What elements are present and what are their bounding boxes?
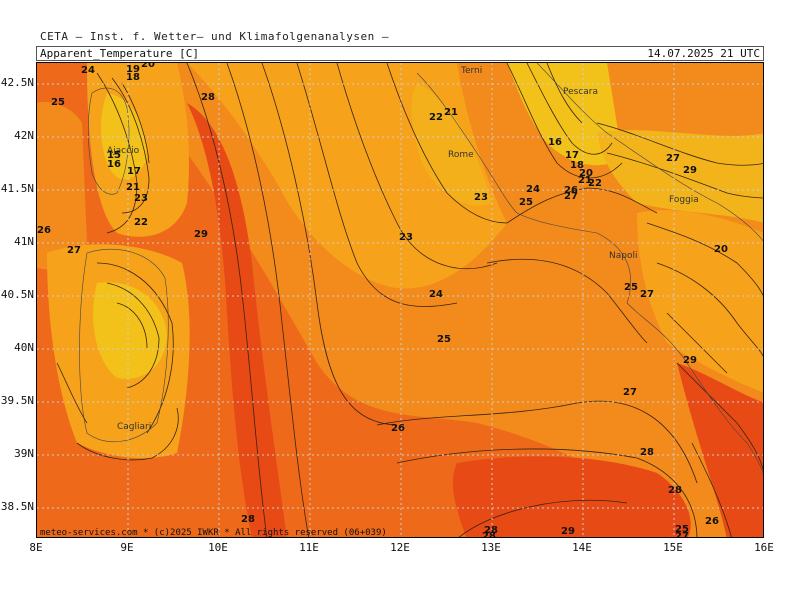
contour-label: 26 bbox=[37, 225, 51, 236]
contour-label: 28 bbox=[241, 514, 255, 525]
source-title: CETA — Inst. f. Wetter— und Klimafolgena… bbox=[40, 30, 390, 43]
contour-label: 23 bbox=[134, 193, 148, 204]
contour-label: 29 bbox=[194, 229, 208, 240]
lon-label: 12E bbox=[390, 541, 410, 554]
contour-label: 27 bbox=[675, 531, 689, 538]
sardinia-peak-field bbox=[93, 282, 167, 379]
lat-label: 42N bbox=[14, 129, 34, 142]
city-napoli: Napoli bbox=[609, 251, 637, 261]
lon-label: 9E bbox=[120, 541, 134, 554]
contour-label: 16 bbox=[107, 159, 121, 170]
ionian-field bbox=[677, 363, 763, 537]
contour-label: 24 bbox=[526, 184, 540, 195]
contour-label: 29 bbox=[561, 526, 575, 537]
copyright-credit: meteo-services.com * (c)2025 IWKR * All … bbox=[40, 528, 387, 538]
contour-label: 28 bbox=[482, 531, 496, 538]
contour-label: 24 bbox=[429, 289, 443, 300]
contour-label: 26 bbox=[705, 516, 719, 527]
contour-label: 28 bbox=[640, 447, 654, 458]
contour-label: 25 bbox=[519, 197, 533, 208]
contour-label: 25 bbox=[437, 334, 451, 345]
city-labels: Terni Pescara Rome Ajaccio Foggia Napoli… bbox=[107, 66, 699, 432]
contour-label: 15 bbox=[107, 150, 121, 161]
contour-label: 25 bbox=[51, 97, 65, 108]
contour-label: 17 bbox=[565, 150, 579, 161]
contour-label: 21 bbox=[444, 107, 458, 118]
lon-label: 13E bbox=[481, 541, 501, 554]
contour-label: 21 bbox=[578, 175, 592, 186]
contour-label: 21 bbox=[126, 182, 140, 193]
contour-value-labels: 24 19 18 20 25 28 15 16 17 21 23 22 26 2… bbox=[37, 63, 728, 538]
map-canvas: Terni Pescara Rome Ajaccio Foggia Napoli… bbox=[37, 63, 763, 538]
lon-label: 15E bbox=[663, 541, 683, 554]
apulia-field bbox=[637, 210, 763, 393]
tyrrhenian-west-field bbox=[187, 103, 287, 537]
lat-label: 41.5N bbox=[0, 182, 34, 195]
lat-label: 39N bbox=[14, 447, 34, 460]
lat-label: 40N bbox=[14, 341, 34, 354]
lat-label: 40.5N bbox=[0, 288, 34, 301]
lat-label: 41N bbox=[14, 235, 34, 248]
lon-label: 8E bbox=[29, 541, 43, 554]
lon-label: 11E bbox=[299, 541, 319, 554]
contour-label: 28 bbox=[201, 92, 215, 103]
city-rome: Rome bbox=[448, 150, 474, 160]
contour-label: 27 bbox=[67, 245, 81, 256]
adriatic-coast-field bbox=[597, 130, 763, 223]
contour-label: 29 bbox=[683, 355, 697, 366]
contour-label: 27 bbox=[666, 153, 680, 164]
apennine-high-field bbox=[507, 63, 622, 166]
city-foggia: Foggia bbox=[669, 195, 699, 205]
contour-lines bbox=[56, 63, 763, 537]
contour-label: 28 bbox=[668, 485, 682, 496]
graticule bbox=[37, 63, 763, 537]
south-tyrrhenian-field bbox=[452, 456, 691, 537]
contour-label: 23 bbox=[474, 192, 488, 203]
contour-label: 22 bbox=[429, 112, 443, 123]
contour-label: 26 bbox=[564, 185, 578, 196]
contour-label: 17 bbox=[127, 166, 141, 177]
contour-label: 20 bbox=[714, 244, 728, 255]
weather-map: Terni Pescara Rome Ajaccio Foggia Napoli… bbox=[36, 62, 764, 538]
contour-label: 18 bbox=[126, 72, 140, 83]
contour-label: 20 bbox=[579, 168, 593, 179]
city-terni: Terni bbox=[460, 66, 482, 76]
parameter-name: Apparent_Temperature [C] bbox=[40, 47, 199, 60]
city-cagliari: Cagliari bbox=[117, 422, 151, 432]
valid-time: 14.07.2025 21 UTC bbox=[647, 47, 760, 60]
contour-label: 16 bbox=[548, 137, 562, 148]
lat-label: 38.5N bbox=[0, 500, 34, 513]
contour-label: 25 bbox=[624, 282, 638, 293]
contour-label: 27 bbox=[640, 289, 654, 300]
corsica-west-field bbox=[37, 102, 87, 270]
contour-label: 20 bbox=[141, 63, 155, 70]
contour-label: 26 bbox=[391, 423, 405, 434]
contour-label: 25 bbox=[675, 524, 689, 535]
contour-label: 27 bbox=[623, 387, 637, 398]
lon-label: 16E bbox=[754, 541, 774, 554]
corsica-peak-field bbox=[101, 93, 147, 180]
contour-label: 28 bbox=[484, 525, 498, 536]
lon-label: 10E bbox=[208, 541, 228, 554]
lazio-field bbox=[411, 83, 492, 206]
contour-label: 27 bbox=[564, 191, 578, 202]
coastlines bbox=[79, 63, 763, 474]
title-bar: Apparent_Temperature [C] 14.07.2025 21 U… bbox=[36, 46, 764, 61]
city-pescara: Pescara bbox=[563, 87, 598, 97]
contour-label: 18 bbox=[570, 160, 584, 171]
contour-label: 29 bbox=[683, 165, 697, 176]
contour-label: 19 bbox=[126, 64, 140, 75]
contour-label: 22 bbox=[588, 178, 602, 189]
lon-label: 14E bbox=[572, 541, 592, 554]
lat-label: 42.5N bbox=[0, 76, 34, 89]
contour-label: 24 bbox=[81, 65, 95, 76]
city-ajaccio: Ajaccio bbox=[107, 146, 140, 156]
contour-label: 23 bbox=[399, 232, 413, 243]
contour-label: 22 bbox=[134, 217, 148, 228]
lat-label: 39.5N bbox=[0, 394, 34, 407]
